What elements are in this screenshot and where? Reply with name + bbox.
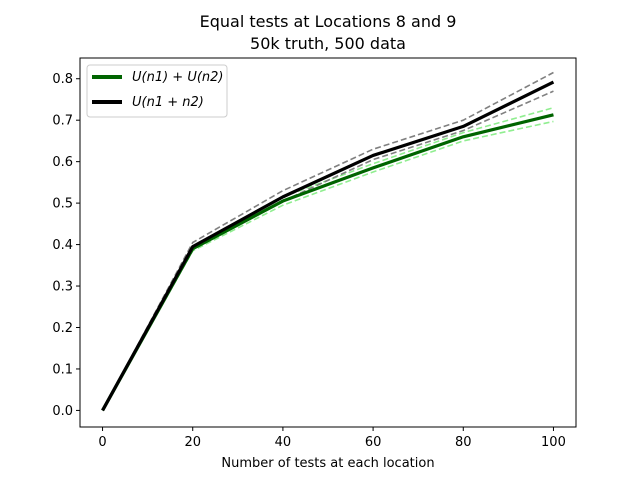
plot-frame	[79, 57, 577, 428]
legend: U(n1) + U(n2) U(n1 + n2)	[86, 64, 228, 118]
x-tick-label: 40	[275, 435, 292, 450]
y-axis: 0.0 0.1 0.2 0.3 0.4 0.5 0.6 0.7 0.8	[52, 72, 80, 419]
y-tick-label: 0.7	[52, 114, 73, 129]
y-tick-label: 0.2	[52, 321, 73, 336]
legend-label-combined: U(n1 + n2)	[132, 95, 204, 110]
series-layer	[101, 71, 555, 412]
x-tick-label: 100	[541, 435, 566, 450]
x-tick-label: 0	[98, 435, 106, 450]
chart-subtitle: 50k truth, 500 data	[250, 34, 406, 53]
x-tick-label: 80	[455, 435, 472, 450]
y-tick-label: 0.3	[52, 280, 73, 295]
y-tick-label: 0.5	[52, 197, 73, 212]
chart-title: Equal tests at Locations 8 and 9	[200, 12, 457, 31]
y-tick-label: 0.4	[52, 238, 73, 253]
y-tick-label: 0.6	[52, 155, 73, 170]
x-axis-label: Number of tests at each location	[221, 456, 434, 471]
legend-label-sum: U(n1) + U(n2)	[132, 70, 224, 85]
x-tick-label: 60	[365, 435, 382, 450]
series-line-2	[101, 120, 554, 411]
y-tick-label: 0.1	[52, 362, 73, 377]
series-line-5	[101, 71, 554, 411]
x-tick-label: 20	[184, 435, 201, 450]
y-tick-label: 0.8	[52, 72, 73, 87]
y-tick-label: 0.0	[52, 404, 73, 419]
series-line-1	[101, 80, 555, 412]
x-axis: 0 20 40 60 80 100	[98, 427, 566, 450]
